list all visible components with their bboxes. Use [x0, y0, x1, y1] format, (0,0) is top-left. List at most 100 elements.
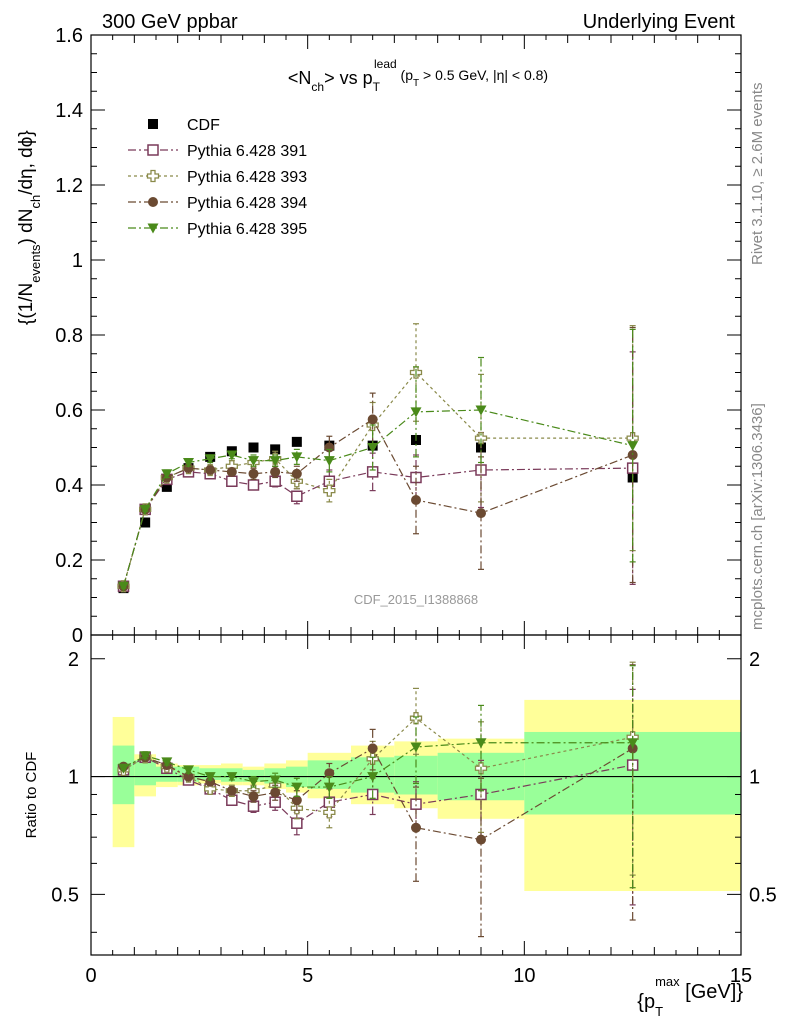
data-point	[248, 442, 259, 453]
ratio-point	[291, 795, 302, 806]
data-point	[140, 517, 151, 528]
ratio-point	[226, 772, 238, 783]
ratio-point	[248, 791, 259, 802]
data-point	[270, 444, 281, 455]
ratio-point	[248, 777, 259, 788]
ratio-point	[476, 834, 486, 845]
series-1	[117, 351, 639, 592]
legend-marker-0	[148, 119, 158, 129]
ratio-point	[323, 806, 336, 819]
mcplots-label: mcplots.cern.ch [arXiv:1306.3436]	[749, 403, 766, 630]
data-point	[291, 436, 302, 447]
data-point	[627, 450, 638, 460]
y-tick-label: 0	[72, 625, 83, 647]
y-axis-title: {(1/Nevents) dNch/dη, dϕ}	[16, 130, 43, 325]
legend-marker-4	[147, 223, 159, 234]
data-point	[475, 405, 487, 416]
series-3	[118, 326, 638, 592]
header-left: 300 GeV ppbar	[102, 11, 238, 33]
data-point	[367, 414, 378, 425]
legend-marker-1	[147, 144, 159, 156]
band-inner-1	[134, 760, 156, 786]
analysis-watermark: CDF_2015_I1388868	[354, 592, 478, 607]
y-tick-label: 0.8	[55, 325, 83, 347]
rivet-version-label: Rivet 3.1.10, ≥ 2.6M events	[749, 83, 766, 266]
data-point	[474, 431, 488, 445]
ratio-y-tick-label: 2	[68, 649, 79, 671]
data-point	[269, 456, 281, 467]
legend: CDF Pythia 6.428 391 Pythia 6.428 393 Pythi…	[128, 117, 307, 238]
axes: 0 5 10 15 0 0.2 0.4 0.6 0.8 1 1.2 1.4 1.6 0.5 0.5 1 1 2 2	[51, 25, 777, 987]
ratio-point	[183, 765, 194, 776]
ratio-point	[367, 743, 378, 754]
ratio-point	[323, 782, 335, 793]
legend-label-3: Pythia 6.428 394	[187, 195, 307, 212]
series-line-3	[122, 418, 633, 587]
data-point	[270, 466, 281, 477]
ratio-y-axis-title: Ratio to CDF	[23, 752, 40, 839]
series-4	[118, 328, 639, 592]
data-point	[291, 490, 303, 502]
band-inner-6	[242, 769, 265, 782]
y-tick-label: 1	[72, 250, 83, 272]
data-point	[476, 508, 486, 519]
y-tick-label: 0.4	[55, 475, 83, 497]
ratio-y-tick-label-right: 2	[749, 649, 760, 671]
ratio-point	[226, 785, 237, 796]
x-tick-label: 0	[85, 965, 96, 987]
data-point	[367, 443, 379, 453]
data-point	[324, 442, 335, 453]
ratio-point	[270, 787, 281, 798]
series-2	[117, 323, 639, 593]
y-tick-label: 0.2	[55, 550, 83, 572]
x-tick-label: 10	[513, 965, 535, 987]
ratio-point	[411, 822, 421, 833]
ratio-y-tick-label-right: 1	[749, 767, 760, 789]
series-line-4	[122, 409, 633, 587]
legend-marker-2	[146, 169, 160, 183]
ratio-point	[291, 782, 303, 793]
data-point	[118, 581, 129, 592]
ratio-y-tick-label: 1	[68, 767, 79, 789]
ratio-point	[183, 771, 194, 782]
data-point	[226, 450, 238, 461]
ratio-uncertainty-bands	[112, 699, 741, 892]
ratio-point	[627, 738, 639, 749]
x-tick-label: 5	[302, 965, 313, 987]
data-point	[410, 407, 422, 418]
series-layer	[117, 323, 639, 938]
legend-label-1: Pythia 6.428 391	[187, 143, 307, 160]
y-tick-label: 1.4	[55, 100, 83, 122]
y-tick-label: 0.6	[55, 400, 83, 422]
data-point	[411, 495, 421, 505]
ratio-point	[410, 742, 422, 753]
data-point	[139, 504, 151, 515]
ratio-point	[161, 757, 173, 768]
data-point	[226, 475, 238, 487]
y-tick-label: 1.2	[55, 175, 83, 197]
data-point	[183, 458, 194, 468]
ratio-series-4	[118, 665, 639, 889]
ratio-point	[291, 817, 303, 829]
data-point	[323, 484, 336, 497]
x-axis-title: {pTmax [GeV]}	[637, 974, 743, 1019]
ratio-point	[118, 763, 129, 774]
data-point	[204, 454, 216, 465]
data-point	[248, 456, 259, 467]
legend-marker-3	[148, 197, 158, 207]
plot-title: <Nch> vs pTlead (pT > 0.5 GeV, |η| < 0.8…	[288, 57, 548, 94]
ratio-point	[475, 738, 487, 749]
x-tick-label: 15	[730, 965, 752, 987]
data-point	[247, 479, 260, 491]
data-point	[291, 452, 303, 463]
legend-label-0: CDF	[187, 117, 220, 134]
ratio-point	[269, 775, 281, 786]
ratio-point	[139, 751, 151, 762]
series-line-1	[122, 467, 633, 587]
series-0	[118, 435, 638, 594]
ratio-point	[204, 772, 216, 783]
y-tick-label: 1.6	[55, 25, 83, 47]
data-point	[205, 465, 216, 475]
data-point	[161, 481, 172, 492]
